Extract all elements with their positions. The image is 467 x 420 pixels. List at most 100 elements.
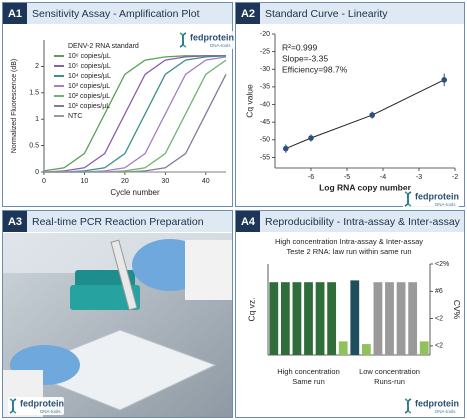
data-point bbox=[369, 112, 376, 118]
bar bbox=[269, 282, 279, 355]
x-tick-label: 40 bbox=[202, 178, 210, 185]
panel-title-bar bbox=[3, 3, 232, 24]
panel-label-box bbox=[236, 211, 260, 232]
y-tick-label: -55 bbox=[260, 154, 270, 161]
group-label: Same run bbox=[292, 377, 325, 386]
bar bbox=[315, 282, 325, 355]
legend-label: 10⁶ copies/µL bbox=[68, 53, 111, 60]
y2-tick-label: <2 bbox=[435, 315, 443, 322]
panel-label-box bbox=[236, 3, 260, 24]
bar bbox=[280, 282, 290, 355]
logo-tagline: DNA-tools bbox=[210, 43, 231, 48]
annotation: Slope=-3.35 bbox=[282, 53, 328, 63]
y-tick-label: 0 bbox=[35, 169, 39, 176]
bar bbox=[292, 282, 302, 355]
bar bbox=[304, 282, 313, 355]
x-tick-label: 30 bbox=[161, 178, 169, 185]
panel-frame bbox=[2, 210, 233, 418]
legend-label: 10⁵ copies/µL bbox=[68, 63, 111, 70]
bar bbox=[373, 282, 383, 355]
panel-label-box bbox=[3, 3, 27, 24]
legend-label: 10¹ copies/µL bbox=[68, 103, 110, 110]
y-tick-label: 1 bbox=[35, 116, 39, 123]
fit-line bbox=[285, 79, 445, 150]
legend-label: NTC bbox=[68, 113, 82, 120]
bar bbox=[419, 341, 429, 355]
panel-title-bar bbox=[236, 211, 464, 232]
logo-text: fedprotein bbox=[415, 398, 459, 408]
x-tick-label: -2 bbox=[452, 174, 458, 181]
y-tick-label: -25 bbox=[260, 48, 270, 55]
y-tick-label: 2 bbox=[35, 63, 39, 70]
logo-icon bbox=[404, 191, 412, 207]
panel-label: A1 bbox=[8, 8, 22, 20]
y-tick-label: 1.5 bbox=[29, 90, 39, 97]
group-label: Runs-run bbox=[374, 377, 405, 386]
y-tick-label: -20 bbox=[260, 31, 270, 38]
curve bbox=[43, 55, 226, 173]
group-label: Low concentration bbox=[359, 367, 420, 376]
y-tick-label: -30 bbox=[260, 66, 270, 73]
legend-label: 10³ copies/µL bbox=[68, 83, 110, 90]
y-axis-label: Cq value bbox=[244, 84, 254, 118]
annotation: R²=0.999 bbox=[282, 42, 317, 52]
y2-tick-label: #6 bbox=[435, 288, 443, 295]
bar bbox=[327, 282, 337, 355]
y-tick-label: -50 bbox=[260, 137, 270, 144]
panel-title: Sensitivity Assay - Amplification Plot bbox=[32, 8, 200, 20]
bar bbox=[350, 280, 360, 355]
x-tick-label: 10 bbox=[81, 178, 89, 185]
panel-title-bar bbox=[236, 3, 464, 24]
y-tick-label: -45 bbox=[260, 119, 270, 126]
panel-title-bar bbox=[3, 211, 232, 232]
y-axis-label: Normalized Fluorescence (dB) bbox=[11, 59, 18, 154]
chart-title: High concentration Intra-assay & Inter-a… bbox=[275, 237, 423, 246]
y2-tick-label: <2 bbox=[435, 343, 443, 350]
lab-photo bbox=[3, 233, 232, 417]
panel-frame bbox=[2, 2, 233, 207]
x-tick-label: -6 bbox=[308, 174, 314, 181]
panel-label: A4 bbox=[241, 216, 256, 228]
logo-text: fedprotein bbox=[415, 191, 459, 201]
logo-backdrop bbox=[178, 31, 234, 49]
panel-label: A3 bbox=[8, 216, 22, 228]
logo-backdrop bbox=[403, 397, 459, 415]
group-label: High concentration bbox=[277, 367, 340, 376]
logo-tagline: DNA-tools bbox=[40, 409, 61, 414]
x-axis-label: Cycle number bbox=[110, 188, 160, 197]
legend-title: DENV-2 RNA standard bbox=[68, 43, 139, 50]
bar bbox=[361, 344, 371, 355]
y2-axis-label: CV% bbox=[452, 300, 462, 320]
logo-tagline: DNA-tools bbox=[435, 409, 456, 414]
panel-label-box bbox=[3, 211, 27, 232]
chart-subtitle: Teste 2 RNA: law run within same run bbox=[286, 247, 411, 256]
y-tick-label: -35 bbox=[260, 84, 270, 91]
panel-frame bbox=[235, 2, 465, 207]
bar bbox=[338, 341, 348, 355]
x-tick-label: -3 bbox=[416, 174, 422, 181]
y-tick-label: -40 bbox=[260, 101, 270, 108]
logo-tagline: DNA-tools bbox=[435, 202, 456, 207]
y2-tick-label: <2% bbox=[435, 261, 449, 268]
logo-text: fedprotein bbox=[190, 32, 234, 42]
x-tick-label: -5 bbox=[344, 174, 350, 181]
logo-icon bbox=[9, 398, 17, 414]
logo-text: fedprotein bbox=[20, 398, 64, 408]
bar bbox=[385, 282, 394, 355]
logo-backdrop bbox=[403, 190, 459, 208]
data-point bbox=[441, 77, 448, 83]
data-point bbox=[308, 135, 314, 141]
x-axis-label: Log RNA copy number bbox=[319, 182, 411, 192]
bar bbox=[408, 282, 418, 355]
data-point bbox=[283, 145, 289, 152]
x-tick-label: -4 bbox=[380, 174, 386, 181]
panel-title: Standard Curve - Linearity bbox=[265, 8, 388, 20]
panel-title: Real-time PCR Reaction Preparation bbox=[32, 216, 204, 228]
panel-frame bbox=[235, 210, 465, 418]
logo-backdrop bbox=[8, 397, 64, 415]
legend-label: 10⁴ copies/µL bbox=[68, 73, 111, 80]
bar bbox=[396, 282, 406, 355]
logo-icon bbox=[179, 32, 187, 48]
x-tick-label: 0 bbox=[42, 178, 46, 185]
